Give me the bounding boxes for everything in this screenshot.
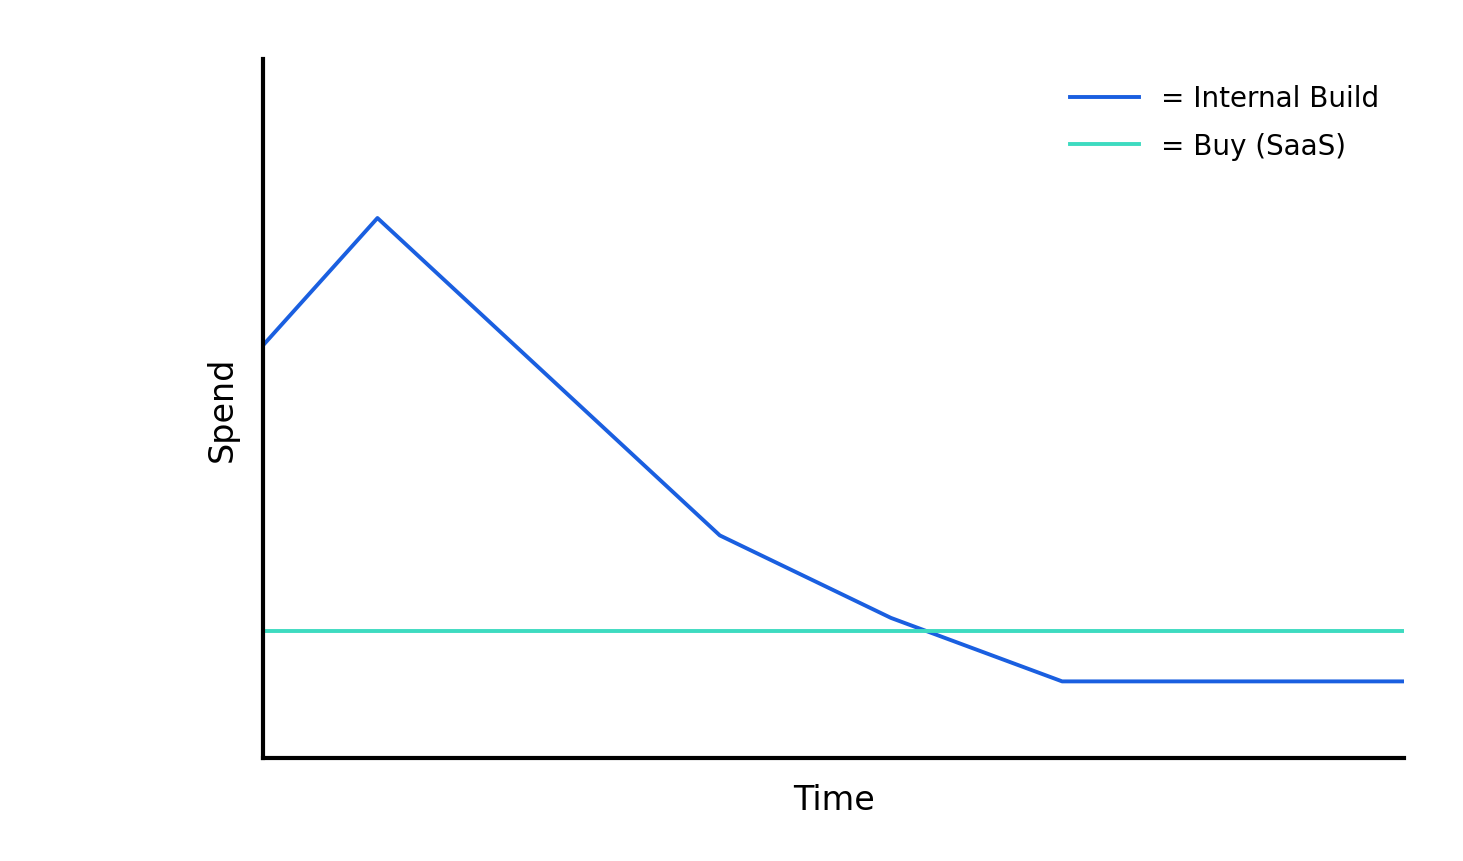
X-axis label: Time: Time (793, 783, 875, 815)
Legend: = Internal Build, = Buy (SaaS): = Internal Build, = Buy (SaaS) (1059, 74, 1391, 171)
Y-axis label: Spend: Spend (205, 356, 238, 461)
